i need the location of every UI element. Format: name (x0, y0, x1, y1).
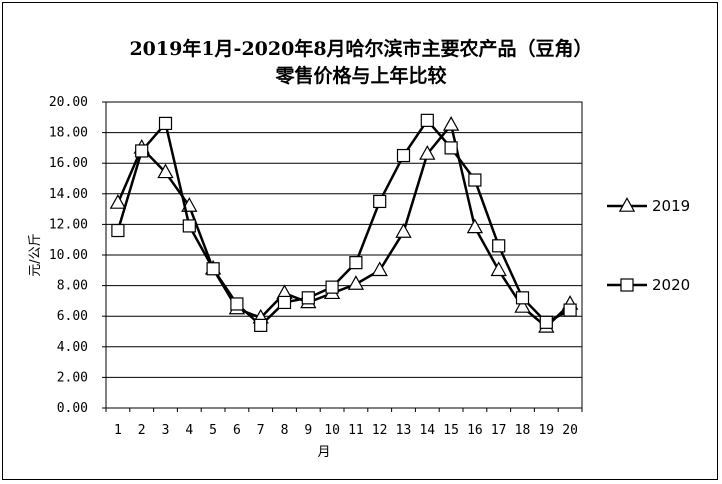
y-tick-label: 12.00 (49, 217, 88, 232)
series-point-2020 (515, 291, 530, 305)
y-tick-label: 10.00 (49, 248, 88, 263)
series-point-2019 (395, 223, 412, 238)
y-tick-label: 6.00 (57, 309, 88, 324)
x-tick-label: 16 (467, 423, 483, 438)
series-point-2020 (444, 141, 458, 155)
series-point-2020 (230, 297, 244, 311)
series-point-2019 (371, 261, 388, 277)
x-tick-label: 11 (348, 423, 364, 438)
series-point-2020 (206, 262, 220, 276)
series-point-2020 (373, 194, 387, 209)
legend-label-2020: 2020 (652, 276, 691, 294)
x-tick-label: 10 (324, 423, 340, 438)
series-point-2020 (158, 116, 173, 131)
legend-marker-2020 (620, 278, 634, 292)
series-point-2020 (420, 113, 434, 127)
series-point-2019 (347, 275, 365, 290)
x-tick-label: 2 (138, 423, 146, 438)
series-point-2019 (466, 218, 484, 234)
y-tick-label: 20.00 (49, 95, 88, 110)
y-tick-label: 18.00 (49, 126, 88, 141)
series-point-2019 (109, 194, 127, 209)
series-line-2020 (116, 118, 571, 328)
x-tick-label: 1 (114, 423, 122, 438)
series-point-2019 (157, 163, 174, 179)
x-axis-title: 月 (317, 445, 330, 460)
chart-title-line1: 2019年1月-2020年8月哈尔滨市主要农产品（豆角） (129, 38, 593, 60)
series-point-2020 (349, 256, 363, 270)
y-tick-label: 4.00 (57, 340, 88, 355)
x-tick-label: 7 (257, 423, 265, 438)
x-tick-label: 13 (396, 423, 412, 438)
x-tick-label: 14 (419, 423, 435, 438)
y-axis-title: 元/公斤 (28, 233, 43, 276)
x-tick-label: 12 (372, 423, 388, 438)
chart-title-line2: 零售价格与上年比较 (275, 65, 447, 87)
y-tick-label: 14.00 (49, 187, 88, 202)
series-point-2020 (182, 219, 196, 233)
x-tick-label: 3 (162, 423, 170, 438)
series-point-2019 (490, 261, 507, 277)
series-point-2020 (254, 318, 268, 332)
series-point-2020 (135, 144, 149, 158)
y-tick-label: 8.00 (57, 279, 88, 294)
x-tick-label: 8 (281, 423, 289, 438)
legend-marker-2019 (618, 197, 636, 212)
series-point-2020 (277, 295, 292, 310)
x-tick-label: 15 (443, 423, 459, 438)
series-point-2020 (301, 291, 315, 305)
y-tick-label: 2.00 (57, 370, 88, 385)
x-tick-label: 4 (185, 423, 193, 438)
y-tick-label: 0.00 (57, 401, 88, 416)
series-point-2020 (396, 148, 411, 163)
series-point-2020 (563, 303, 577, 317)
series-point-2020 (111, 223, 125, 238)
series-point-2020 (492, 239, 506, 253)
x-tick-label: 17 (491, 423, 507, 438)
chart-frame (2, 2, 718, 480)
series-point-2020 (468, 173, 482, 187)
x-tick-label: 18 (515, 423, 531, 438)
x-tick-label: 6 (233, 423, 241, 438)
series-point-2019 (419, 145, 436, 160)
series-point-2020 (325, 280, 339, 294)
series-point-2019 (514, 298, 531, 313)
legend-label-2019: 2019 (652, 197, 691, 215)
x-tick-label: 5 (209, 423, 217, 438)
series-line-2019 (116, 122, 571, 329)
x-tick-label: 9 (304, 423, 312, 438)
x-tick-label: 20 (562, 423, 578, 438)
series-point-2020 (539, 315, 553, 329)
series-point-2019 (442, 116, 460, 131)
y-tick-label: 16.00 (49, 156, 88, 171)
x-tick-label: 19 (538, 423, 554, 438)
